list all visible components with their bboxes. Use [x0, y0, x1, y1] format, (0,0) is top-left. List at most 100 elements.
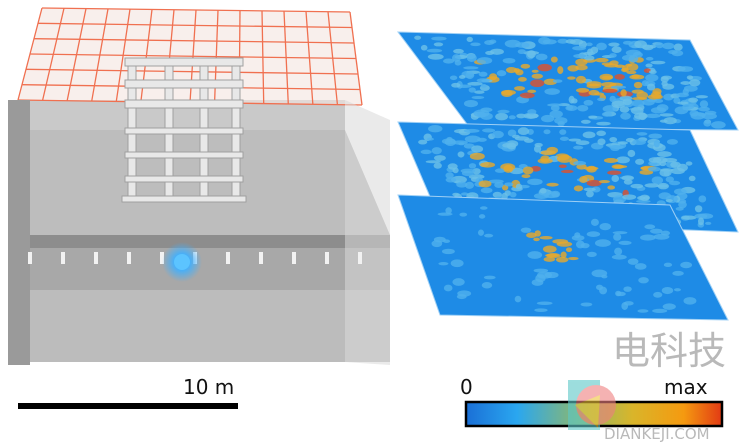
- heat-spot: [427, 137, 434, 141]
- heat-spot: [453, 48, 464, 54]
- building-model: [8, 7, 390, 365]
- heat-spot: [697, 217, 705, 226]
- heat-spot: [518, 77, 527, 82]
- heat-spot: [596, 130, 607, 137]
- heat-spot: [456, 181, 468, 188]
- grid-line: [41, 7, 351, 13]
- heat-spot: [526, 232, 537, 238]
- grid-line: [37, 22, 353, 29]
- heat-spot: [653, 98, 664, 103]
- heat-spot: [572, 45, 586, 51]
- heat-spot: [652, 88, 662, 95]
- heat-spot: [601, 274, 608, 279]
- heat-spot: [484, 233, 494, 238]
- heat-spot: [527, 50, 536, 59]
- heat-spot: [463, 99, 479, 108]
- heat-spot: [560, 169, 574, 174]
- heat-spot: [615, 290, 622, 297]
- colorbar-max-label: max: [664, 375, 708, 399]
- heat-spot: [467, 81, 483, 86]
- heat-spot: [623, 179, 633, 185]
- heat-spot: [441, 248, 455, 255]
- heat-spot: [647, 94, 663, 100]
- heat-spot: [636, 132, 648, 136]
- heat-spot: [520, 63, 531, 69]
- heat-spot: [582, 131, 596, 139]
- heat-spot: [471, 95, 485, 100]
- heat-spot: [609, 137, 618, 143]
- heat-spot: [631, 74, 640, 79]
- heat-spot: [420, 149, 432, 155]
- heat-spot: [670, 161, 681, 168]
- heat-spot: [661, 75, 673, 80]
- heat-spot: [585, 190, 594, 198]
- heat-spot: [574, 232, 581, 239]
- heat-spot: [711, 121, 726, 129]
- heat-spot: [628, 54, 639, 63]
- heat-spot: [588, 89, 600, 96]
- heat-spot: [626, 63, 639, 71]
- heat-spot: [468, 174, 485, 180]
- heat-spot: [689, 79, 701, 87]
- ceiling-lamp: [94, 252, 98, 264]
- heat-spot: [445, 172, 454, 179]
- heat-spot: [610, 145, 621, 152]
- heat-spot: [636, 91, 649, 100]
- heat-spot: [546, 182, 559, 187]
- heat-spot: [613, 165, 628, 169]
- heat-spot: [586, 83, 602, 89]
- heat-spot: [443, 284, 453, 292]
- heat-spot: [597, 138, 606, 146]
- heat-spot: [490, 48, 504, 55]
- heat-spot: [476, 57, 493, 65]
- heat-spot: [659, 113, 674, 117]
- heat-spot: [662, 42, 675, 50]
- heat-spot: [447, 163, 458, 170]
- heat-spot: [659, 168, 672, 177]
- heat-spot: [650, 228, 663, 234]
- light-source: [174, 254, 190, 270]
- heat-spot: [602, 105, 618, 113]
- heat-spot: [474, 90, 485, 94]
- heat-spot: [685, 161, 693, 166]
- heat-spot: [431, 147, 442, 155]
- heat-spot: [608, 42, 620, 47]
- heat-spot: [670, 167, 685, 175]
- heat-spot: [626, 70, 637, 75]
- heat-spot: [586, 165, 597, 173]
- heat-spot: [662, 303, 676, 310]
- heat-spot: [588, 115, 598, 119]
- ceiling-lamp: [226, 252, 230, 264]
- heat-spot: [698, 195, 707, 203]
- heat-spot: [488, 179, 504, 184]
- heat-spot: [539, 236, 553, 240]
- heat-spot: [590, 218, 599, 226]
- heat-spot: [583, 187, 596, 192]
- heat-spot: [495, 112, 509, 121]
- heat-spot: [609, 95, 616, 103]
- heat-spot: [459, 212, 468, 217]
- heat-spot: [534, 230, 541, 237]
- heat-spot: [464, 135, 481, 143]
- heat-spot: [611, 46, 622, 54]
- heat-spot: [509, 191, 517, 198]
- heat-spot: [543, 129, 551, 135]
- heat-spot: [688, 175, 696, 182]
- heat-spot: [533, 237, 540, 242]
- heat-spot: [644, 224, 656, 230]
- heat-spot: [483, 275, 496, 280]
- heat-spot: [677, 66, 694, 72]
- heat-spot: [537, 63, 552, 72]
- heat-spot: [527, 251, 543, 259]
- heat-spot: [703, 119, 712, 127]
- heat-spot: [414, 35, 422, 40]
- shelving-rack: [121, 57, 247, 203]
- heat-spot: [591, 186, 601, 193]
- heat-spot: [642, 44, 654, 51]
- heat-spot: [494, 168, 506, 173]
- heat-spot: [519, 92, 535, 99]
- heat-spot: [481, 282, 493, 289]
- heat-spot: [648, 133, 663, 139]
- heat-spot: [688, 97, 699, 103]
- ceiling-lamp: [127, 252, 131, 264]
